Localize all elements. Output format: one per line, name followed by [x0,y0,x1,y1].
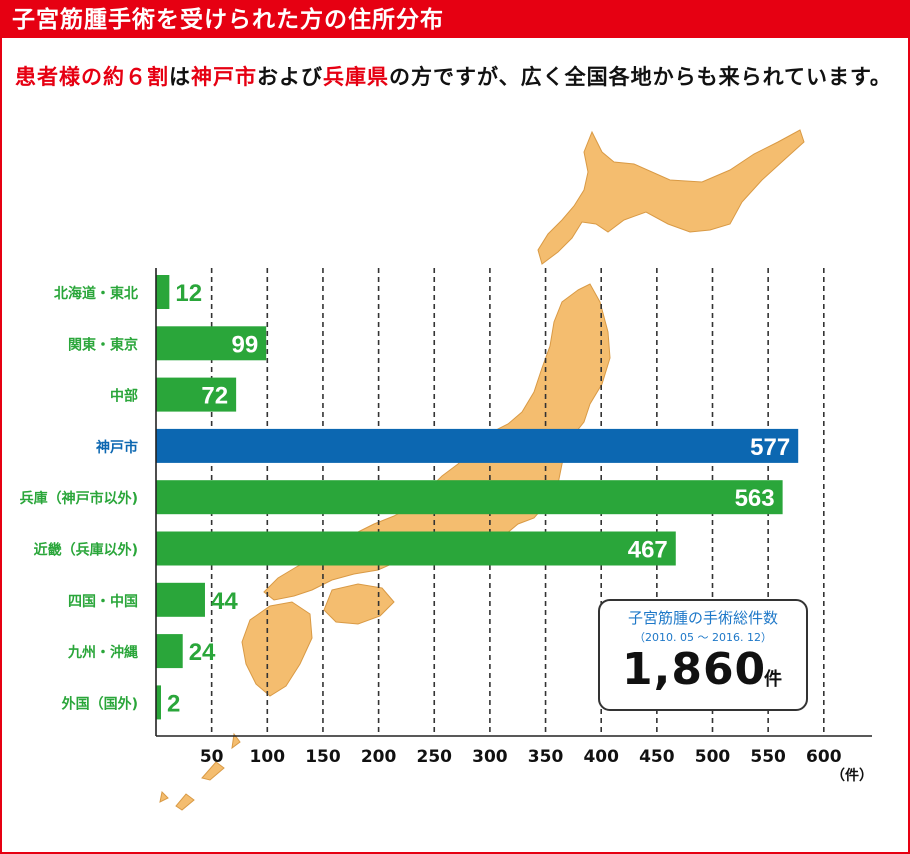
title-bar: 子宮筋腫手術を受けられた方の住所分布 [2,2,908,38]
bar-value-label: 72 [201,383,228,410]
bar-value-label: 2 [167,690,180,717]
bar-value-label: 563 [735,485,775,512]
hokkaido [537,129,805,265]
x-axis-unit: （件） [831,767,873,784]
x-tick-label: 100 [250,747,286,767]
category-label: 九州・沖縄 [67,644,138,661]
bar [156,531,676,566]
category-label: 北海道・東北 [54,285,138,302]
total-box: 子宮筋腫の手術総件数 （2010. 05 ～ 2016. 12） 1,860 件 [598,599,808,711]
bars: 北海道・東北 12 関東・東京 99 中部 72 神戸市 577 兵庫（神戸市以外) 563 近畿（… [20,275,799,720]
total-value: 1,860 [622,644,767,695]
x-tick-label: 550 [750,747,786,767]
bar-value-label: 44 [211,588,238,615]
category-label: 四国・中国 [68,593,138,610]
intro-segment: 患者様の約６割 [15,65,169,89]
bar [156,428,799,463]
category-label: 兵庫（神戸市以外) [20,490,138,507]
intro-segment: の方ですが、広く全国各地からも来られています。 [389,65,892,89]
bar-value-label: 12 [175,280,202,307]
category-label: 神戸市 [96,439,138,456]
x-tick-label: 250 [417,747,453,767]
bar [156,275,170,309]
category-label: 関東・東京 [68,336,138,353]
x-tick-label: 150 [305,747,341,767]
category-label: 外国（国外) [62,695,138,712]
shikoku [323,583,395,625]
intro-segment: 兵庫県 [323,65,389,89]
x-tick-label: 500 [695,747,731,767]
page-title: 子宮筋腫手術を受けられた方の住所分布 [12,7,444,33]
intro-text: 患者様の約６割は神戸市および兵庫県の方ですが、広く全国各地からも来られています。 [15,62,905,93]
bar [156,582,205,617]
kyushu [241,601,313,697]
bar [156,685,161,720]
intro-segment: および [257,65,323,89]
total-label: 子宮筋腫の手術総件数 [627,609,778,627]
okinawa-islands [159,732,241,811]
bar-value-label: 467 [628,537,668,564]
intro-segment: は [169,65,191,89]
japan-map [159,129,805,811]
bar-value-label: 99 [231,331,258,358]
category-label: 近畿（兵庫以外) [34,542,138,559]
x-tick-label: 200 [361,747,397,767]
category-label: 中部 [110,388,138,405]
x-tick-label: 600 [806,747,842,767]
x-tick-label: 50 [200,747,224,767]
bar-value-label: 577 [750,434,790,461]
bar [156,326,267,361]
x-tick-label: 350 [528,747,564,767]
bar [156,634,183,669]
x-tick-label: 300 [472,747,508,767]
bar [156,377,237,412]
intro-segment: 神戸市 [191,65,257,89]
x-tick-label: 400 [583,747,619,767]
total-unit: 件 [764,669,782,690]
x-tick-label: 450 [639,747,675,767]
axes: 50 100 150 200 250 300 350 400 450 500 550 600（件） [155,268,873,784]
bar-value-label: 24 [189,639,216,666]
bar [156,480,783,515]
total-period: （2010. 05 ～ 2016. 12） [634,631,772,644]
